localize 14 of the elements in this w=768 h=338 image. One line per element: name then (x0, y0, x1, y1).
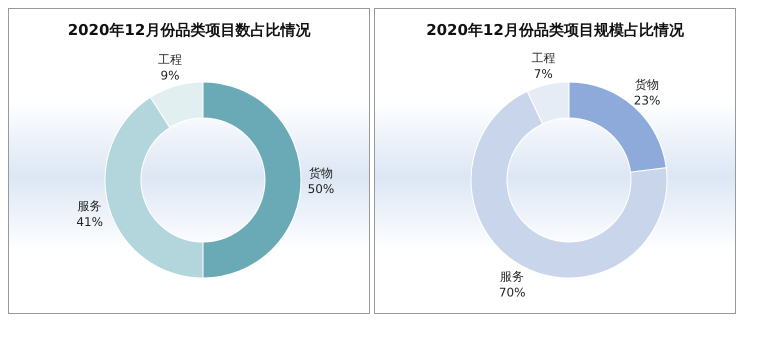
slice-label: 货物 (309, 166, 333, 180)
data-label: 41% (76, 214, 104, 229)
data-label: 9% (160, 68, 180, 83)
chart-title: 2020年12月份品类项目规模占比情况 (425, 21, 685, 41)
slice-label: 工程 (158, 52, 182, 67)
slice-label: 工程 (531, 50, 556, 65)
slice-label: 货物 (635, 77, 660, 92)
chart-title: 2020年12月份品类项目数占比情况 (66, 21, 312, 41)
data-label: 70% (498, 285, 526, 300)
data-label: 50% (308, 182, 334, 196)
slice-label: 服务 (500, 269, 524, 284)
data-label: 23% (634, 93, 660, 108)
slice-label: 服务 (78, 198, 102, 213)
data-label: 7% (534, 66, 553, 81)
